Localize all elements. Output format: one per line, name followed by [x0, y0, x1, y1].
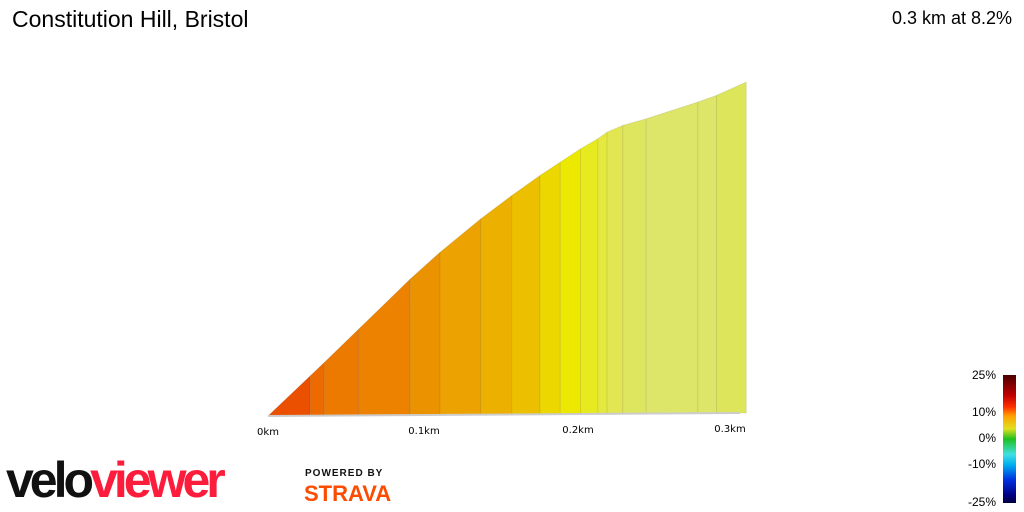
x-tick-label: 0km: [257, 427, 279, 438]
profile-segment: [597, 131, 608, 415]
profile-segment: [309, 361, 325, 417]
page-title: Constitution Hill, Bristol: [12, 6, 249, 32]
profile-segment: [645, 101, 699, 415]
veloviewer-logo: veloviewer: [6, 452, 226, 508]
profile-segment: [511, 174, 541, 415]
profile-segment: [409, 251, 441, 416]
x-tick-label: 0.2km: [562, 425, 593, 436]
profile-segment: [606, 124, 624, 415]
legend-label: 25%: [971, 368, 996, 382]
legend-label: -10%: [967, 457, 996, 471]
profile-segment: [323, 327, 360, 417]
profile-segment: [697, 94, 718, 414]
legend-label: 10%: [971, 405, 996, 419]
profile-segment: [480, 194, 513, 416]
x-axis-line: [267, 412, 741, 417]
profile-segment: [559, 147, 582, 415]
legend-label: 0%: [978, 431, 996, 445]
profile-segment: [539, 161, 561, 415]
gradient-legend-bar: [1003, 375, 1016, 503]
legend-label: -25%: [967, 495, 996, 509]
profile-segment: [716, 81, 747, 414]
powered-by-label: POWERED BY: [305, 468, 384, 479]
strava-logo: STRAVA: [304, 481, 392, 506]
profile-segment: [358, 277, 411, 416]
x-tick-label: 0.1km: [408, 426, 439, 437]
profile-segment: [622, 118, 647, 415]
x-tick-label: 0.3km: [714, 424, 745, 435]
profile-segment: [439, 217, 482, 416]
profile-segment: [266, 374, 311, 417]
climb-summary: 0.3 km at 8.2%: [891, 8, 1012, 28]
profile-segment: [580, 137, 599, 415]
